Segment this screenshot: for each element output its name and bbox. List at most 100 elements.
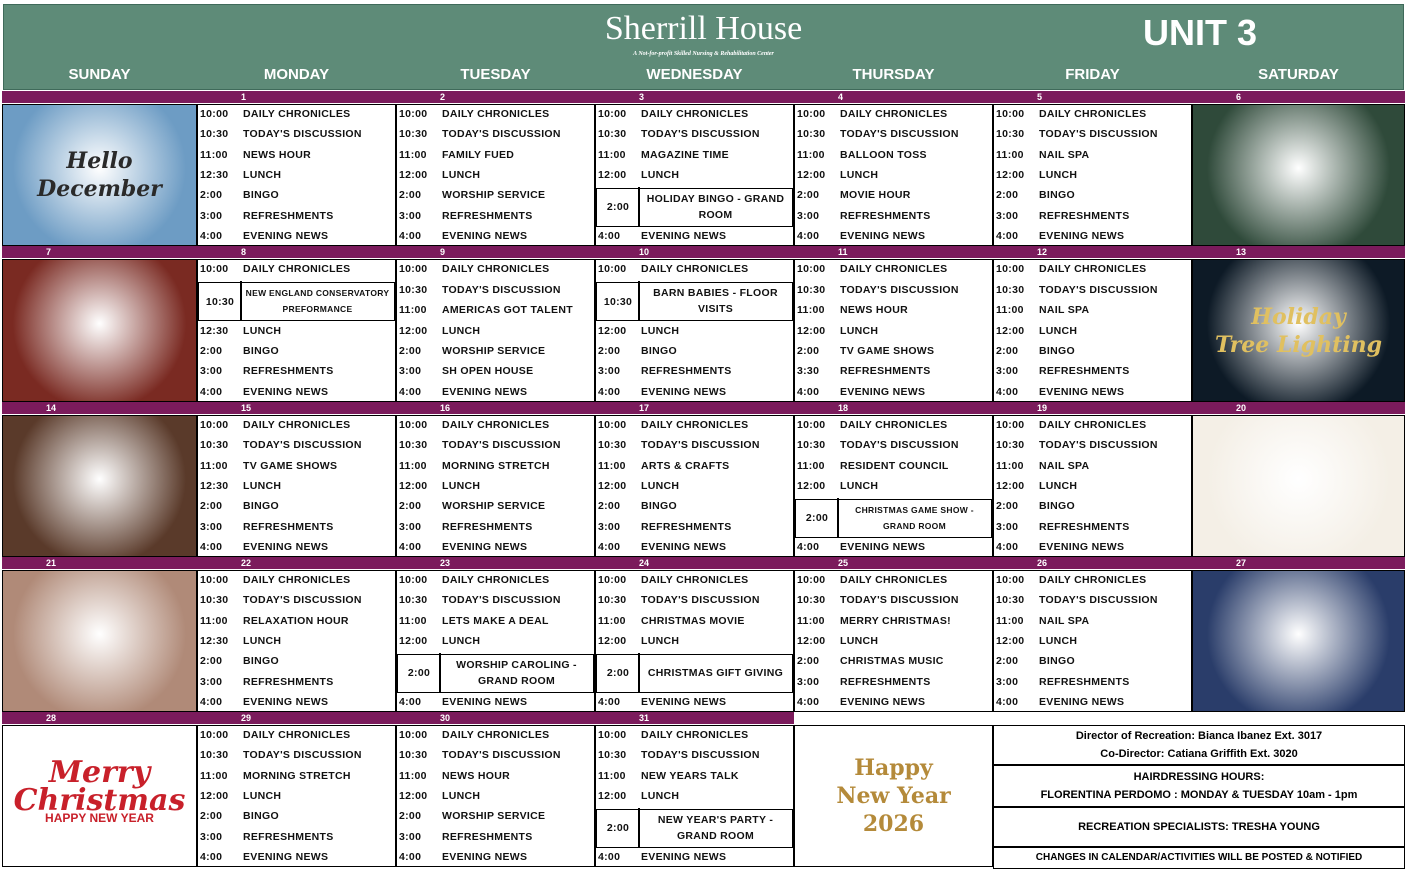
event-time: 10:30 [399,128,428,141]
image-caption: Hello [66,148,133,174]
event-text: DAILY CHRONICLES [442,419,550,432]
event-time: 3:00 [996,675,1019,688]
event-time: 11:00 [200,148,228,161]
event-text: EVENING NEWS [442,540,528,553]
date-stripe: 15 [197,402,396,414]
event-time: 10:30 [996,594,1025,607]
date-stripe: 27 [1192,557,1405,569]
info-box: RECREATION SPECIALISTS: TRESHA YOUNG [993,807,1405,847]
event-text: EVENING NEWS [840,385,926,398]
event-time: 2:00 [996,189,1019,202]
event-time: 11:00 [996,148,1024,161]
event-text: TODAY'S DISCUSSION [840,283,959,296]
date-stripe: 10 [595,246,794,258]
box-divider [439,653,441,692]
event-time: 3:00 [200,365,223,378]
event-text: REFRESHMENTS [1039,675,1130,688]
event-time: 3:30 [797,365,820,378]
event-text: TODAY'S DISCUSSION [1039,439,1158,452]
date-stripe: 16 [396,402,595,414]
event-time: 12:00 [399,790,428,802]
event-text: EVENING NEWS [243,385,329,398]
event-time: 10:30 [200,128,229,141]
event-text: EVENING NEWS [840,229,926,242]
event-text: DAILY CHRONICLES [243,108,351,121]
date-stripe: 9 [396,246,595,258]
event-text: TODAY'S DISCUSSION [641,128,760,141]
date-stripe: 21 [2,557,197,569]
boxed-event: 2:00 WORSHIP CAROLING - GRAND ROOM [397,654,594,693]
day-name: WEDNESDAY [646,66,743,83]
event-time: 10:30 [996,439,1025,452]
event-text: NAIL SPA [1039,459,1090,472]
event-time: 3:00 [200,830,223,843]
date-stripe: 30 [396,712,595,724]
date-number: 7 [46,247,52,257]
date-number: 11 [838,247,848,257]
day-cell: 10:00 DAILY CHRONICLES 10:30 TODAY'S DISCUS… [993,259,1192,402]
event-time: 11:00 [996,459,1024,472]
event-time: 11:00 [598,459,626,472]
event-text: DAILY CHRONICLES [641,574,749,587]
day-cell: 10:00 DAILY CHRONICLES 10:30 TODAY'S DISCUS… [197,415,396,557]
event-text: DAILY CHRONICLES [1039,419,1147,432]
event-text: BINGO [641,500,677,513]
event-time: 11:00 [996,304,1024,317]
event-time: 12:30 [200,635,229,647]
date-stripe: 19 [993,402,1192,414]
image-cell: Holiday Tree Lighting [1192,259,1405,402]
event-text: EVENING NEWS [641,695,727,708]
date-stripe: 3 [595,91,794,103]
event-time: 2:00 [797,189,820,202]
event-text: WORSHIP SERVICE [442,500,546,513]
event-text: WORSHIP SERVICE [442,810,546,823]
event-time: 10:30 [797,439,826,452]
event-time: 10:00 [996,263,1025,276]
event-time: 10:00 [200,729,229,742]
event-text: MERRY CHRISTMAS! [840,614,951,627]
event-time: 11:00 [996,614,1024,627]
event-time: 3:00 [200,520,223,533]
event-time: 12:00 [996,169,1025,181]
date-stripe: 26 [993,557,1192,569]
image-cell [2,259,197,402]
event-text: NEW YEARS TALK [641,769,739,782]
event-time: 11:00 [399,459,427,472]
event-text: REFRESHMENTS [442,209,533,222]
event-time: 12:00 [399,324,428,337]
event-time: 3:00 [797,209,820,222]
day-cell: 10:00 DAILY CHRONICLES 10:30 NEW ENGLAND CO… [197,259,396,402]
event-text: EVENING NEWS [243,695,329,708]
image-cell [2,570,197,712]
event-text: LUNCH [442,169,481,181]
event-time: 2:00 [606,822,630,835]
event-time: 4:00 [598,229,621,242]
event-time: 12:30 [200,480,229,492]
event-text: DAILY CHRONICLES [243,419,351,432]
event-text: LUNCH [641,324,680,337]
event-time: 10:30 [996,283,1025,296]
box-divider [638,808,640,847]
subtitle: A Not-for-profit Skilled Nursing & Rehab… [633,51,774,57]
event-text: BARN BABIES - FLOOR VISITS [653,287,778,316]
event-time: 12:00 [200,790,229,802]
event-text: LUNCH [442,324,481,337]
event-time: 10:00 [200,574,229,587]
event-text: NEW ENGLAND CONSERVATORY PREFORMANCE [245,288,390,315]
event-time: 12:00 [598,635,627,647]
event-time: 4:00 [797,385,820,398]
event-text: REFRESHMENTS [840,209,931,222]
event-time: 3:00 [598,520,621,533]
event-text: CHRISTMAS MUSIC [840,655,944,668]
event-time: 11:00 [598,614,626,627]
event-time: 10:00 [996,419,1025,432]
event-text: EVENING NEWS [1039,385,1125,398]
event-text: EVENING NEWS [641,229,727,242]
event-time: 2:00 [996,344,1019,357]
event-text: DAILY CHRONICLES [840,574,948,587]
event-time: 10:00 [399,574,428,587]
event-time: 4:00 [399,385,422,398]
date-stripe: 23 [396,557,595,569]
event-time: 11:00 [399,148,427,161]
event-time: 2:00 [399,344,422,357]
